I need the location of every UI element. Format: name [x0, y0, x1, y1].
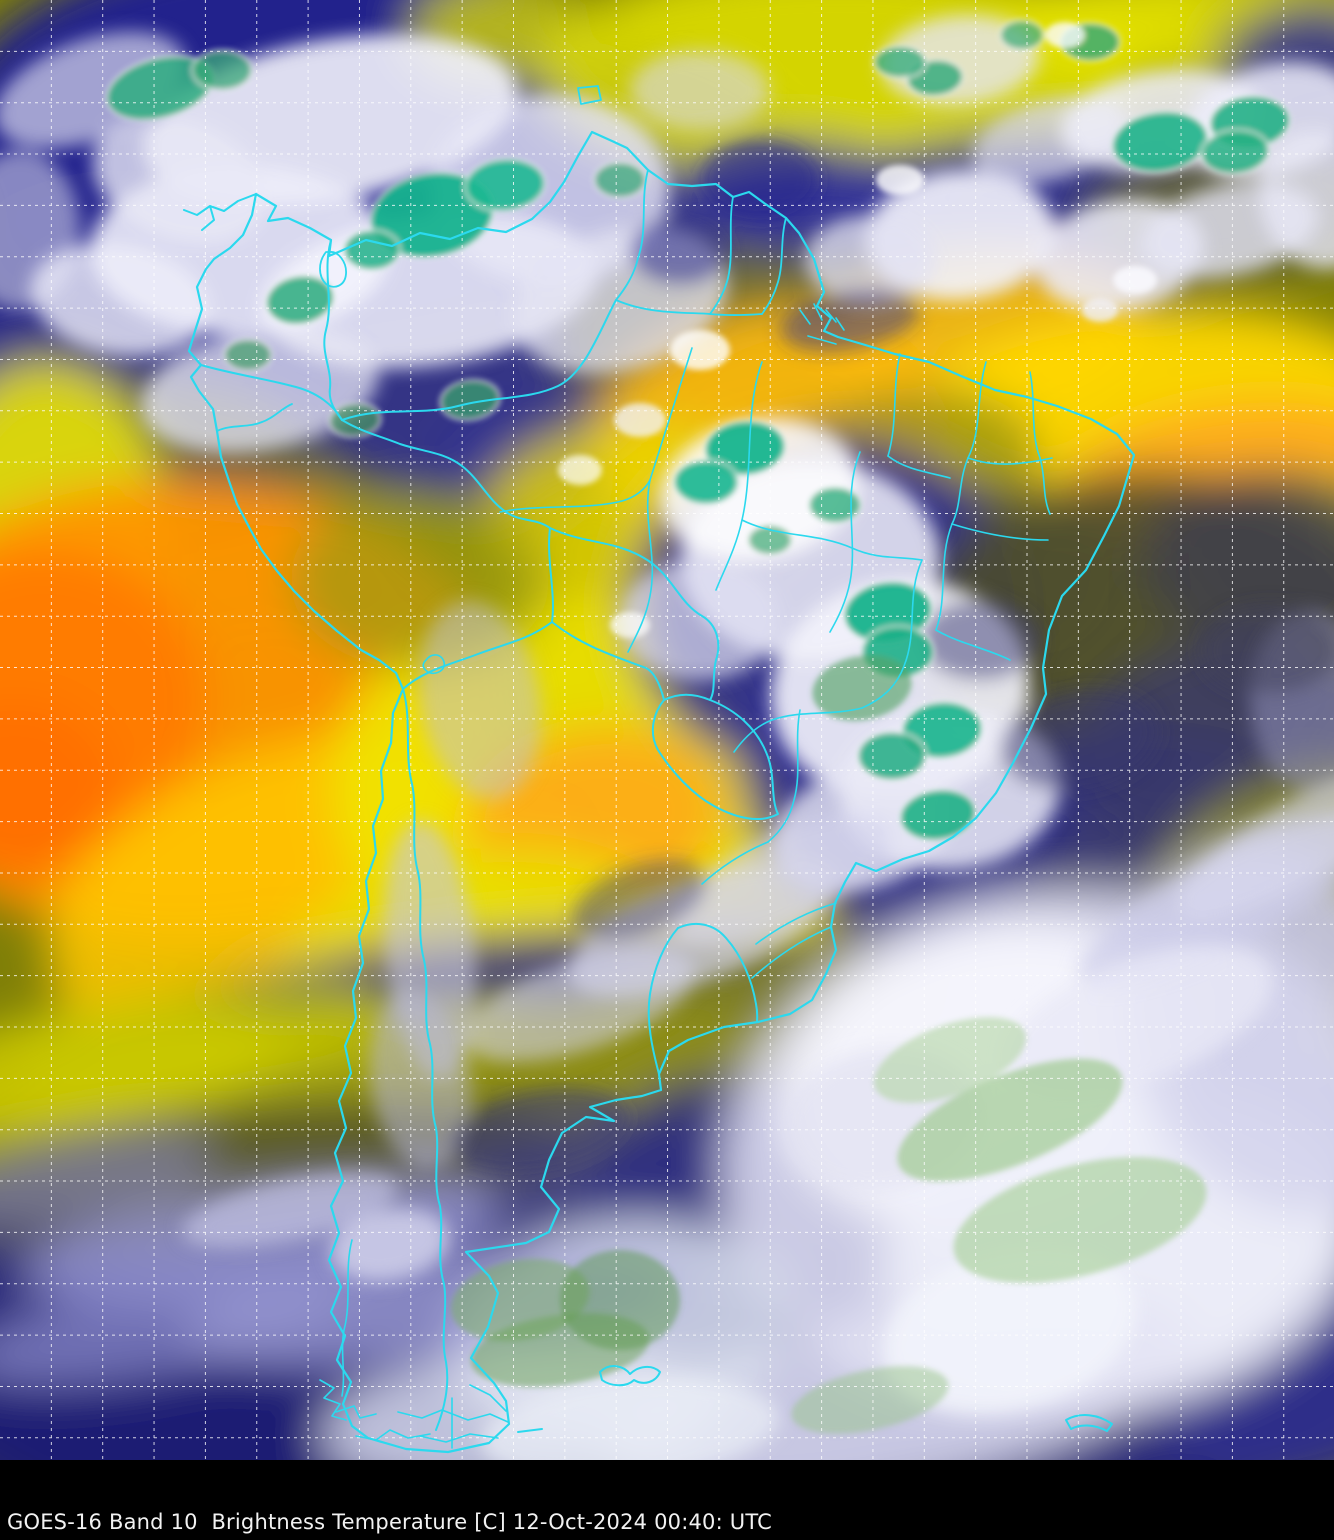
state-border-2	[499, 479, 651, 513]
state-border-ne-1	[967, 361, 987, 459]
state-border-7	[733, 707, 863, 753]
border-venezuela-colombia	[323, 239, 343, 421]
south-atlantic-island-arc	[1065, 1414, 1113, 1432]
state-border-ne-8	[935, 629, 1011, 661]
border-colombia-south	[200, 364, 343, 421]
state-border-10	[755, 902, 837, 945]
state-border-11	[751, 926, 832, 979]
latlon-grid	[0, 0, 1334, 1460]
tierra-del-fuego-6	[469, 1384, 507, 1412]
falkland-islands	[599, 1365, 661, 1387]
trinidad-island	[577, 85, 602, 105]
state-border-ne-7	[935, 523, 953, 631]
border-peru-bolivia-coast	[402, 621, 553, 690]
state-border-6	[861, 559, 923, 709]
amazon-delta-channels	[799, 303, 845, 345]
border-frguiana-west	[761, 217, 787, 315]
lake-maracaibo	[319, 251, 347, 288]
cold-cloud-tops	[105, 19, 1291, 1434]
border-uruguay-west	[647, 927, 679, 1075]
state-border-ne-2	[1029, 371, 1041, 459]
state-border-ne-5	[951, 523, 1049, 541]
brightness-temperature-map	[0, 0, 1334, 1460]
border-venezuela-brazil	[341, 299, 617, 421]
border-uruguay-north	[677, 922, 759, 1023]
satellite-map-area	[0, 0, 1334, 1460]
state-border-ne-6	[1039, 457, 1051, 515]
chile-fjord-channel	[341, 1239, 353, 1397]
tierra-del-fuego-1	[319, 1379, 347, 1421]
border-ecuador-peru	[216, 403, 293, 432]
state-border-ne-4	[951, 457, 969, 525]
border-guyanas-south	[615, 299, 763, 317]
state-border-8	[767, 709, 801, 843]
border-bolivia-south	[551, 621, 665, 701]
state-border-1	[627, 479, 654, 653]
tierra-del-fuego-3	[355, 1429, 431, 1441]
lake-titicaca	[422, 654, 446, 675]
panama-isthmus	[183, 193, 257, 231]
state-border-3	[715, 361, 763, 591]
isla-de-los-estados	[517, 1428, 543, 1433]
border-bolivia-brazil	[549, 527, 720, 701]
state-border-ne-9	[887, 353, 901, 457]
border-paraguay	[651, 693, 779, 821]
border-guyana-west	[615, 169, 649, 301]
border-peru-brazil	[341, 419, 551, 529]
state-border-para-tocantins	[649, 347, 693, 481]
state-border-5	[829, 451, 861, 633]
border-bolivia-west	[548, 527, 554, 623]
border-chile-argentina	[402, 688, 449, 1431]
caption-text: GOES-16 Band 10 Brightness Temperature […	[7, 1510, 772, 1534]
state-border-ne-10	[887, 455, 951, 479]
state-border-9	[701, 841, 769, 885]
tierra-del-fuego-5	[419, 1433, 499, 1443]
coastline-south-america	[187, 130, 1136, 1454]
tierra-del-fuego-4	[397, 1409, 509, 1423]
tierra-del-fuego-2	[335, 1405, 377, 1419]
country-borders	[183, 85, 1136, 1454]
cloud-layer	[0, 14, 1334, 1460]
state-border-ne-3	[967, 457, 1053, 465]
caption-bar: GOES-16 Band 10 Brightness Temperature […	[0, 1460, 1334, 1540]
border-suriname-west	[709, 196, 734, 315]
